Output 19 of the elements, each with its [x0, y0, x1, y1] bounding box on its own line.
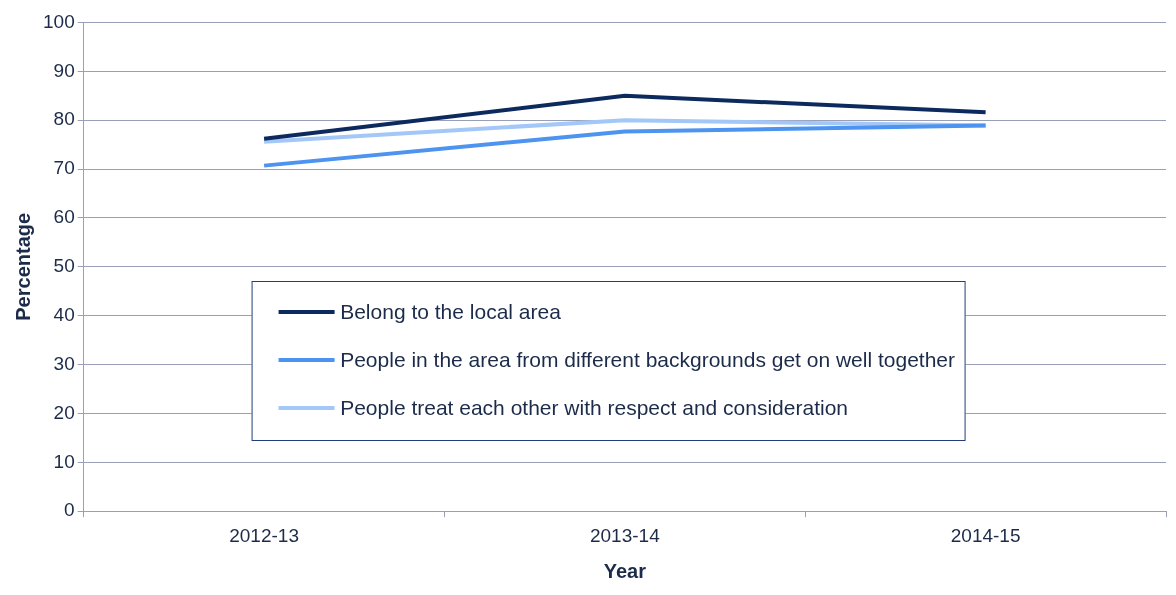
y-tick-label: 70: [53, 157, 75, 179]
y-tick-label: 100: [43, 10, 75, 32]
legend-label: People treat each other with respect and consideration: [340, 396, 849, 421]
y-tick-label: 40: [53, 303, 75, 325]
y-tick-label: 20: [53, 401, 75, 423]
x-tick-label: 2013-14: [589, 524, 661, 546]
x-axis-title: Year: [603, 559, 647, 582]
y-axis-title: Percentage: [11, 212, 34, 321]
y-tick-label: 80: [53, 108, 75, 130]
x-tick-label: 2014-15: [950, 524, 1021, 546]
x-tick-label: 2012-13: [229, 524, 299, 546]
y-tick-label: 0: [64, 499, 75, 521]
legend-label: People in the area from different backgrounds get on well together: [340, 348, 956, 373]
y-tick-label: 90: [53, 59, 75, 81]
y-tick-label: 10: [53, 450, 75, 472]
legend-label: Belong to the local area: [340, 300, 561, 325]
y-tick-label: 60: [53, 206, 75, 228]
y-tick-label: 50: [53, 255, 75, 277]
y-tick-label: 30: [53, 352, 75, 374]
